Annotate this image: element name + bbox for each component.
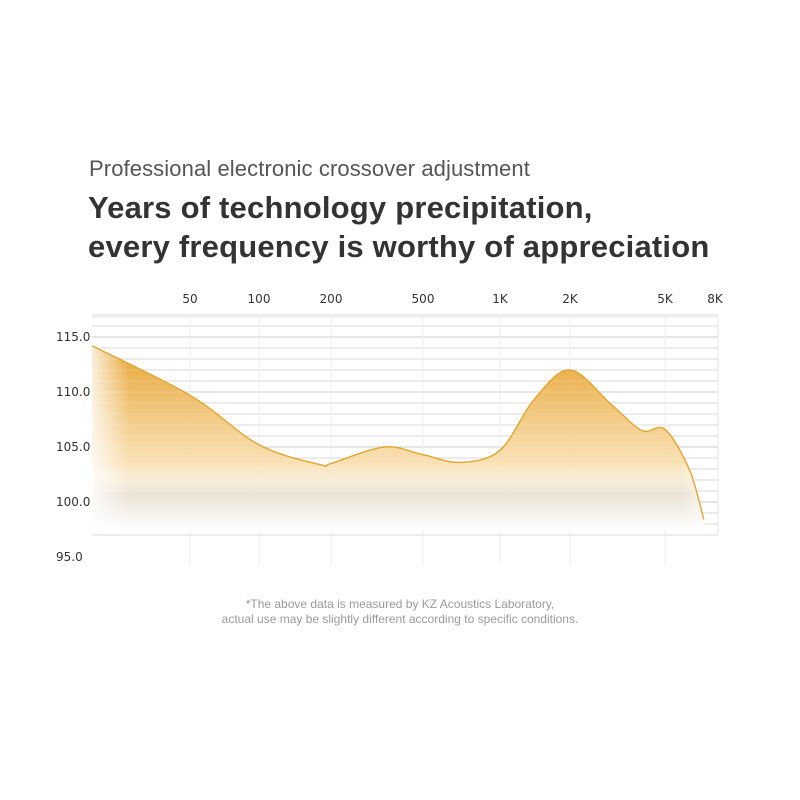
headline-line-2: every frequency is worthy of appreciatio…	[88, 229, 710, 264]
x-tick-label: 50	[182, 292, 197, 306]
x-tick-label: 2K	[562, 292, 579, 306]
y-tick-label: 115.0	[56, 330, 90, 344]
y-tick-label: 95.0	[56, 550, 83, 564]
footnote-line-2: actual use may be slightly different acc…	[221, 612, 579, 626]
y-tick-label: 110.0	[56, 385, 90, 399]
y-tick-label: 100.0	[56, 495, 90, 509]
subtitle: Professional electronic crossover adjust…	[89, 156, 530, 181]
x-tick-label: 8K	[707, 292, 724, 306]
x-tick-label: 500	[412, 292, 435, 306]
footnote-line-1: *The above data is measured by KZ Acoust…	[245, 597, 555, 611]
headline-line-1: Years of technology precipitation,	[88, 190, 593, 225]
x-tick-label: 100	[248, 292, 271, 306]
x-tick-label: 1K	[492, 292, 509, 306]
x-tick-label: 200	[320, 292, 343, 306]
area-edge-fade	[92, 345, 704, 530]
y-tick-label: 105.0	[56, 440, 90, 454]
x-tick-label: 5K	[657, 292, 674, 306]
response-curve-line	[91, 345, 705, 520]
